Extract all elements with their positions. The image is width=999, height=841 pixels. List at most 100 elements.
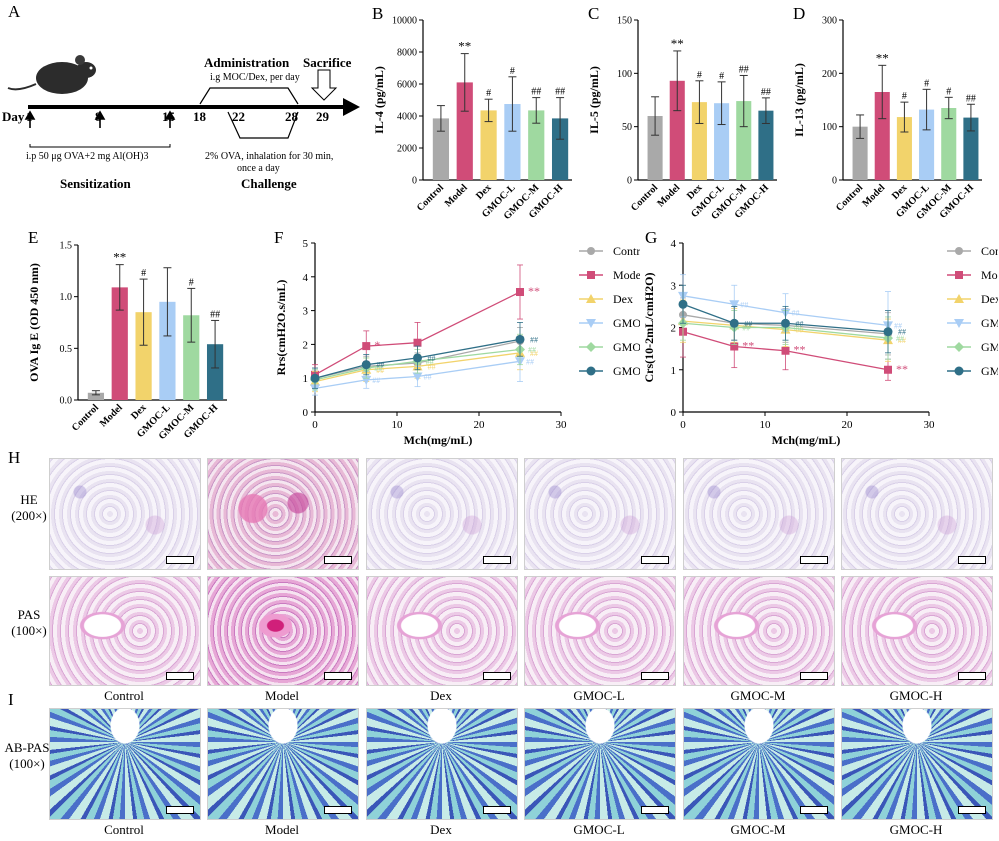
- x-axis-label: Mch(mg/mL): [772, 433, 841, 447]
- legend-marker: [955, 247, 963, 255]
- legend-marker: [586, 342, 596, 352]
- bar-control: [852, 126, 868, 180]
- administration-title: Administration: [204, 55, 290, 70]
- legend-label-model: Model: [613, 268, 640, 282]
- bar-dex: [135, 312, 152, 400]
- x-tick-label: 10: [392, 419, 404, 431]
- legend-marker: [954, 366, 964, 376]
- significance-mark: *: [374, 338, 380, 352]
- y-tick-label: 0: [832, 176, 837, 187]
- bar-gmoc-h: [551, 118, 569, 180]
- significance-mark: ##: [792, 309, 800, 318]
- panel-label-c: C: [588, 4, 600, 23]
- data-point-model: [413, 338, 422, 347]
- series-line-control: [682, 314, 889, 335]
- data-point-gmoc-h: [729, 318, 739, 328]
- legend-marker: [587, 247, 595, 255]
- significance-mark: ##: [898, 336, 906, 345]
- significance-mark: ##: [796, 319, 804, 328]
- panel-label-d: D: [793, 4, 806, 23]
- bar-model: [874, 92, 890, 180]
- chart-rrs: 0 1 2 3 4 5 0 10 20 30 Mch(mg/mL) Rrs(cmH2O.s/mL) Co…: [274, 238, 640, 447]
- y-axis-label: IL-4 (pg/mL): [372, 66, 386, 134]
- series-line-gmoc-m: [314, 348, 521, 381]
- y-tick-label: 50: [622, 122, 632, 133]
- scale-bar: [641, 672, 669, 680]
- data-point-model: [516, 288, 524, 297]
- he-image-control: [49, 458, 201, 570]
- legend-label-gmoc-h: GMOC-H: [981, 364, 998, 378]
- y-tick-label: 8000: [397, 48, 417, 59]
- panel-label-h: H: [8, 448, 21, 467]
- day-label: Day: [2, 109, 25, 124]
- day-18: 18: [193, 109, 206, 124]
- significance-mark: ##: [794, 324, 802, 333]
- significance-mark: ##: [528, 345, 536, 354]
- bar-control: [432, 118, 450, 180]
- significance-mark: ##: [894, 321, 902, 330]
- y-tick-label: 1: [671, 365, 677, 377]
- panel-label-b: B: [372, 4, 384, 23]
- day-28: 28: [285, 109, 298, 124]
- scale-bar: [483, 556, 511, 564]
- data-point-model: [362, 342, 371, 351]
- bar-control: [647, 116, 663, 180]
- significance-mark: #: [486, 88, 491, 99]
- y-tick-label: 0.5: [60, 344, 73, 355]
- caption-i-control: Control: [104, 822, 144, 837]
- x-axis-label: Mch(mg/mL): [404, 433, 473, 447]
- he-image-dex: [366, 458, 518, 570]
- significance-mark: ##: [896, 334, 904, 343]
- legend-marker: [586, 319, 596, 328]
- x-tick-label: Model: [655, 182, 682, 209]
- bar-model: [669, 80, 685, 180]
- significance-mark: ##: [376, 361, 384, 370]
- series-line-dex: [314, 352, 521, 383]
- y-tick-label: 6000: [397, 80, 417, 91]
- y-axis-label: IL-13 (pg/mL): [792, 63, 806, 137]
- bar-gmoc-m: [528, 110, 545, 180]
- data-point-gmoc-h: [310, 373, 320, 383]
- data-point-gmoc-h: [883, 327, 893, 337]
- sensitization-arrows: [24, 110, 176, 128]
- y-tick-label: 0: [671, 407, 677, 419]
- sensitization-title: Sensitization: [60, 176, 131, 191]
- challenge-detail-1: 2% OVA, inhalation for 30 min,: [205, 151, 334, 162]
- y-axis-label: Crs(10-2mL/cmH2O): [642, 273, 656, 383]
- bar-gmoc-m: [183, 315, 200, 400]
- x-tick-label: 20: [842, 419, 854, 431]
- significance-mark: **: [671, 36, 684, 51]
- legend-label-dex: Dex: [981, 292, 998, 306]
- abpas-image-gmoc-l: [524, 708, 676, 820]
- legend-label-gmoc-h: GMOC-H: [613, 364, 640, 378]
- significance-mark: #: [189, 277, 194, 288]
- caption-h-gmoc-m: GMOC-M: [730, 688, 786, 703]
- legend-label-dex: Dex: [613, 292, 633, 306]
- significance-mark: ##: [428, 362, 436, 371]
- data-point-gmoc-h: [781, 318, 790, 328]
- series-line-gmoc-l: [314, 360, 521, 389]
- administration-bracket: [199, 87, 299, 105]
- sacrifice-title: Sacrifice: [303, 55, 352, 70]
- bar-gmoc-h: [963, 117, 979, 180]
- bar-gmoc-l: [714, 103, 730, 180]
- caption-h-dex: Dex: [430, 688, 452, 703]
- data-point-gmoc-h: [413, 353, 422, 363]
- y-tick-label: 0: [412, 176, 417, 187]
- significance-mark: **: [794, 343, 806, 357]
- scale-bar: [166, 806, 194, 814]
- scale-bar: [641, 806, 669, 814]
- chart-crs: 0 1 2 3 4 0 10 20 30 Mch(mg/mL) Crs(10-2mL/cmH2O) C…: [642, 238, 998, 447]
- significance-mark: ##: [744, 319, 752, 328]
- bar-dex: [896, 117, 912, 180]
- data-point-gmoc-l: [412, 372, 423, 382]
- data-point-gmoc-h: [361, 360, 371, 370]
- timeline-panel: [7, 55, 360, 148]
- bar-gmoc-l: [504, 104, 521, 180]
- y-tick-label: 1.5: [60, 241, 73, 252]
- sensitization-bracket: [29, 144, 171, 148]
- challenge-detail-2: once a day: [237, 163, 280, 174]
- abpas-image-gmoc-h: [841, 708, 993, 820]
- x-tick-label: 10: [760, 419, 772, 431]
- scale-bar: [800, 806, 828, 814]
